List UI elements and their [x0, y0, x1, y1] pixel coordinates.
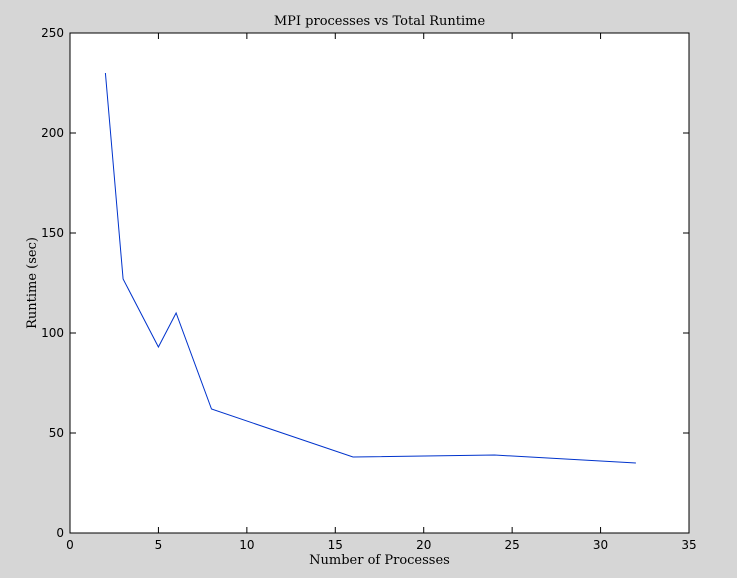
x-tick-label: 0 — [66, 538, 74, 552]
y-tick-label: 0 — [56, 526, 64, 540]
x-tick-label: 5 — [155, 538, 163, 552]
x-tick-label: 30 — [593, 538, 608, 552]
y-tick-label: 200 — [41, 126, 64, 140]
x-axis-title: Number of Processes — [309, 553, 450, 568]
tick-labels: 0 5 10 15 20 25 30 35 0 50 100 150 200 250 — [41, 26, 697, 552]
x-tick-label: 35 — [681, 538, 696, 552]
plot-area — [69, 32, 690, 534]
x-tick-label: 25 — [505, 538, 520, 552]
series-layer — [104, 72, 636, 464]
y-tick-label: 150 — [41, 226, 64, 240]
x-tick-label: 10 — [239, 538, 254, 552]
x-tick-label: 20 — [416, 538, 431, 552]
chart-title: MPI processes vs Total Runtime — [274, 14, 486, 29]
y-axis-title: Runtime (sec) — [25, 237, 40, 329]
tick-marks — [69, 32, 690, 534]
y-tick-label: 50 — [49, 426, 64, 440]
x-tick-label: 15 — [328, 538, 343, 552]
series-line-0 — [104, 72, 636, 464]
y-tick-label: 250 — [41, 26, 64, 40]
y-tick-label: 100 — [41, 326, 64, 340]
